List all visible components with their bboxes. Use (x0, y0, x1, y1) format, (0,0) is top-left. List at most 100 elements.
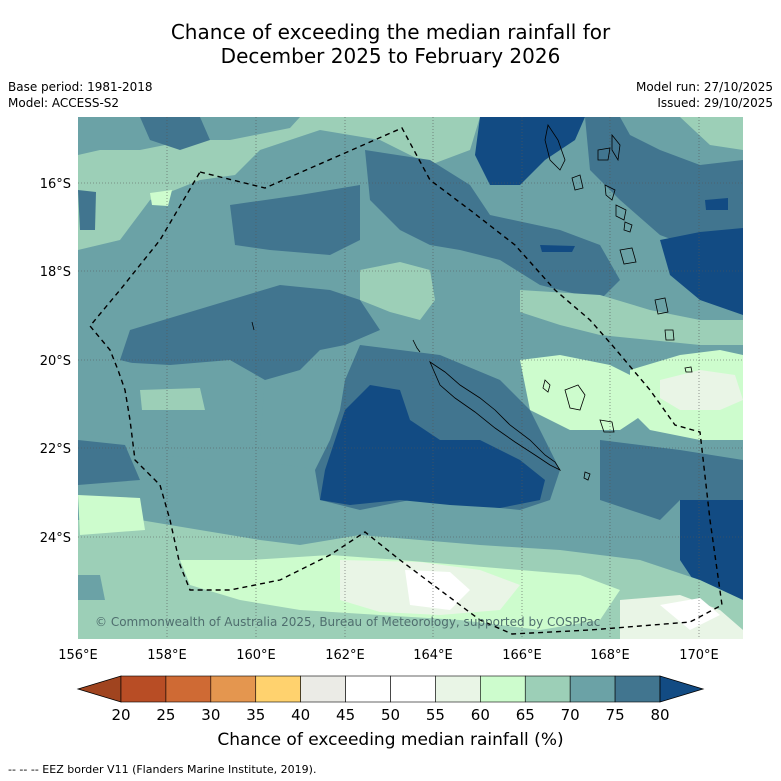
colorbar-swatch (524, 675, 571, 703)
field-band-65-70-central-patch (360, 262, 435, 320)
vanuatu-erromango (654, 297, 669, 315)
model-name: Model: ACCESS-S2 (8, 96, 120, 110)
field-band-75-80-west-block (120, 285, 380, 380)
colorbar-tick-label: 40 (291, 706, 310, 724)
field-band-65-70-east-strip (520, 290, 743, 345)
lon-label: 162°E (325, 648, 365, 663)
island-chesterfield (412, 339, 421, 353)
field-band-70-75-southwest-edge (78, 575, 105, 600)
gridlines (78, 117, 743, 639)
colorbar-swatch (390, 675, 436, 703)
colorbar-tick-label: 35 (246, 706, 265, 724)
lon-label: 170°E (679, 648, 719, 663)
colorbar-tick-label: 75 (606, 706, 625, 724)
field-band-80plus-small-east (540, 245, 575, 252)
colorbar-extend-high (659, 675, 705, 703)
coastlines (251, 123, 693, 481)
lon-label: 158°E (147, 648, 187, 663)
rainfall-field (78, 117, 743, 639)
field-band-75-80-central-north (230, 185, 360, 255)
field-band-75-80-west-strip (78, 190, 96, 230)
field-band-70-75-west (78, 360, 320, 470)
lat-label: 18°S (40, 265, 71, 280)
vanuatu-ambrym (604, 184, 616, 201)
field-band-60-65-southwest (78, 495, 145, 535)
lon-label: 160°E (236, 648, 276, 663)
field-band-80plus-center (320, 385, 545, 508)
model-run: Model run: 27/10/2025 (635, 80, 773, 94)
colorbar: 20 25 30 35 40 45 50 55 60 65 70 75 80 (76, 675, 705, 724)
lon-label: 168°E (590, 648, 630, 663)
field-band-80plus-small-northeast (705, 198, 728, 210)
colorbar-tick-label: 80 (650, 706, 669, 724)
watermark: © Commonwealth of Australia 2025, Bureau… (95, 615, 600, 629)
lat-label: 24°S (40, 531, 71, 546)
colorbar-title: Chance of exceeding median rainfall (%) (217, 730, 564, 750)
colorbar-swatch (480, 675, 526, 703)
field-band-75-80-north-cell (140, 117, 210, 150)
eez-footnote: -- -- -- EEZ border V11 (Flanders Marine… (8, 763, 317, 776)
title-line-2: December 2025 to February 2026 (220, 44, 561, 68)
field-band-65-70-west-patch (140, 388, 205, 410)
colorbar-swatch (120, 675, 167, 703)
colorbar-swatch (345, 675, 391, 703)
vanuatu-malekula (571, 174, 584, 191)
field-band-65-70-northeast-corner (680, 117, 743, 150)
colorbar-tick-label: 55 (426, 706, 445, 724)
colorbar-swatch (569, 675, 616, 703)
field-band-75-80-east-band (365, 150, 620, 300)
field-band-80plus-north (475, 117, 585, 185)
field-band-50-55-southeast (660, 598, 720, 630)
eez-border (89, 127, 723, 635)
vanuatu-maewo (611, 133, 621, 162)
island-south (583, 471, 591, 481)
colorbar-swatch (300, 675, 346, 703)
island-matthew (684, 366, 693, 373)
lat-label: 16°S (40, 177, 71, 192)
field-band-75-80-west-edge (78, 440, 140, 485)
title-line-1: Chance of exceeding the median rainfall … (170, 20, 611, 44)
colorbar-extend-low (76, 675, 122, 703)
vanuatu-espiritu-santo (544, 123, 566, 171)
field-band-55-60-far-east (660, 370, 743, 410)
lon-label: 156°E (58, 648, 98, 663)
field-band-80plus-southeast (680, 500, 743, 600)
colorbar-swatch (614, 675, 661, 703)
new-caledonia-coast (429, 360, 562, 471)
island-west-1 (251, 321, 255, 331)
vanuatu-epi (615, 204, 627, 221)
lon-label: 164°E (413, 648, 453, 663)
colorbar-swatch (210, 675, 257, 703)
colorbar-tick-label: 65 (516, 706, 535, 724)
vanuatu-shepherds (623, 221, 633, 233)
colorbar-tick-label: 60 (471, 706, 490, 724)
colorbar-swatch (255, 675, 301, 703)
island-loyalty-1 (542, 379, 551, 393)
lon-label: 166°E (502, 648, 542, 663)
lat-labels: 16°S 18°S 20°S 22°S 24°S (40, 177, 71, 546)
field-band-75-80-southeast (600, 440, 743, 520)
base-period: Base period: 1981-2018 (8, 80, 153, 94)
lat-label: 20°S (40, 354, 71, 369)
field-band-65-70-nw (78, 117, 480, 250)
vanuatu-efate (619, 247, 637, 265)
colorbar-tick-label: 70 (561, 706, 580, 724)
colorbar-tick-label: 25 (156, 706, 175, 724)
field-band-80plus-east (660, 228, 743, 315)
vanuatu-ambae (597, 147, 611, 161)
vanuatu-tanna (664, 329, 675, 341)
colorbar-tick-label: 50 (381, 706, 400, 724)
lon-labels: 156°E 158°E 160°E 162°E 164°E 166°E 168°… (58, 648, 719, 663)
colorbar-tick-label: 20 (111, 706, 130, 724)
issued-date: Issued: 29/10/2025 (657, 96, 773, 110)
colorbar-swatch (435, 675, 481, 703)
island-loyalty-2 (564, 384, 586, 411)
colorbar-swatch (165, 675, 212, 703)
lat-label: 22°S (40, 442, 71, 457)
colorbar-tick-label: 30 (201, 706, 220, 724)
colorbar-tick-label: 45 (336, 706, 355, 724)
field-band-60-65-small-nw (150, 190, 172, 206)
field-band-60-65-east-cell (520, 355, 650, 430)
island-loyalty-3 (599, 419, 615, 433)
